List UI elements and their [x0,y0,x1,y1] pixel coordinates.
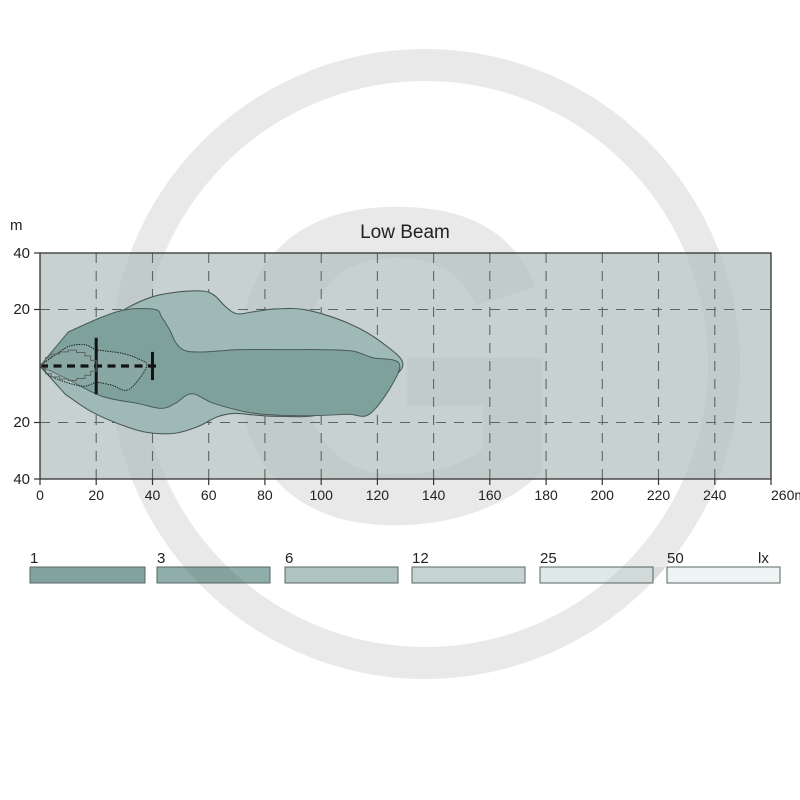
svg-text:1: 1 [30,550,38,567]
svg-text:Low Beam: Low Beam [360,222,450,243]
svg-text:220: 220 [647,487,671,503]
svg-text:20: 20 [88,487,104,503]
svg-text:140: 140 [422,487,446,503]
svg-text:120: 120 [366,487,390,503]
svg-text:20: 20 [13,414,30,431]
svg-text:40: 40 [145,487,161,503]
svg-text:50: 50 [667,550,684,567]
svg-text:180: 180 [534,487,558,503]
svg-text:3: 3 [157,550,165,567]
svg-text:240: 240 [703,487,727,503]
svg-text:40: 40 [13,245,30,262]
svg-text:100: 100 [310,487,334,503]
svg-text:0: 0 [36,487,44,503]
svg-text:12: 12 [412,550,429,567]
svg-text:260m: 260m [771,487,800,503]
svg-text:lx: lx [758,550,769,567]
svg-text:60: 60 [201,487,217,503]
svg-text:40: 40 [13,471,30,488]
svg-text:160: 160 [478,487,502,503]
svg-text:25: 25 [540,550,557,567]
svg-text:200: 200 [591,487,615,503]
svg-text:6: 6 [285,550,293,567]
svg-text:80: 80 [257,487,273,503]
svg-text:20: 20 [13,301,30,318]
svg-text:m: m [10,217,23,234]
